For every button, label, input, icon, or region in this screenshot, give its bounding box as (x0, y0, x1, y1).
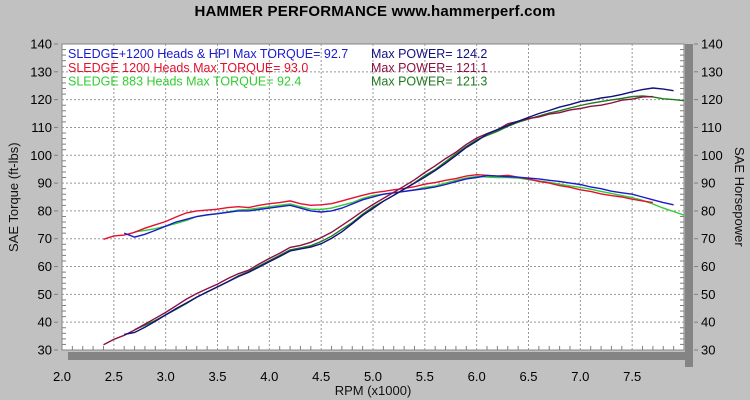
series-sledge-1200-power (103, 95, 653, 346)
y-left-tick-label: 140 (30, 37, 52, 52)
x-tick-label: 3.5 (208, 369, 226, 384)
y-right-tick-label: 40 (701, 315, 715, 330)
x-tick-label: 4.0 (260, 369, 278, 384)
y-left-tick-label: 30 (38, 343, 52, 358)
y-left-tick-label: 40 (38, 315, 52, 330)
frame-shadow-right (685, 44, 693, 367)
y-left-tick-label: 130 (30, 64, 52, 79)
y-right-tick-label: 100 (701, 148, 723, 163)
y-right-tick-label: 110 (701, 120, 722, 135)
x-tick-label: 7.0 (571, 369, 589, 384)
y-left-tick-label: 70 (38, 231, 52, 246)
y-left-tick-label: 110 (31, 120, 52, 135)
y-right-tick-label: 130 (701, 64, 723, 79)
legend-torque-text-2: SLEDGE 883 Heads Max TORQUE= 92.4 (68, 75, 301, 89)
right-axis-label: SAE Horsepower (732, 147, 747, 247)
x-axis-label: RPM (x1000) (334, 383, 412, 398)
y-left-tick-label: 100 (30, 148, 52, 163)
legend-power-text-0: Max POWER= 124.2 (371, 47, 487, 61)
x-tick-label: 6.5 (519, 369, 537, 384)
x-tick-label: 3.0 (157, 369, 175, 384)
x-tick-label: 5.0 (364, 369, 382, 384)
x-tick-label: 4.5 (312, 369, 330, 384)
y-left-tick-label: 60 (38, 259, 52, 274)
y-left-tick-label: 90 (38, 176, 52, 191)
x-tick-label: 2.0 (53, 369, 71, 384)
series-sledge-1200-hpi-power (124, 87, 674, 336)
y-right-tick-label: 90 (701, 176, 715, 191)
left-axis-label: SAE Torque (ft-lbs) (6, 142, 21, 252)
legend-torque-text-1: SLEDGE 1200 Heads Max TORQUE= 93.0 (68, 61, 308, 75)
y-left-tick-label: 80 (38, 203, 52, 218)
y-right-tick-label: 140 (701, 37, 723, 52)
y-left-tick-label: 50 (38, 287, 52, 302)
legend-power-text-2: Max POWER= 121.3 (371, 75, 487, 89)
x-tick-label: 5.5 (416, 369, 434, 384)
series-sledge-1200-torque (103, 173, 654, 240)
legend-power-text-1: Max POWER= 121.1 (371, 61, 487, 75)
frame-shadow-bottom (68, 352, 692, 360)
y-right-tick-label: 80 (701, 203, 715, 218)
chart-title: HAMMER PERFORMANCE www.hammerperf.com (194, 3, 556, 20)
y-right-tick-label: 60 (701, 259, 715, 274)
y-right-tick-label: 120 (701, 92, 723, 107)
x-tick-label: 7.5 (623, 369, 641, 384)
x-tick-label: 6.0 (468, 369, 486, 384)
legend-torque-text-0: SLEDGE+1200 Heads & HPI Max TORQUE= 92.7 (68, 47, 348, 61)
y-right-tick-label: 50 (701, 287, 715, 302)
y-right-tick-label: 30 (701, 343, 715, 358)
y-right-tick-label: 70 (701, 231, 715, 246)
x-tick-label: 2.5 (105, 369, 123, 384)
y-left-tick-label: 120 (30, 92, 52, 107)
